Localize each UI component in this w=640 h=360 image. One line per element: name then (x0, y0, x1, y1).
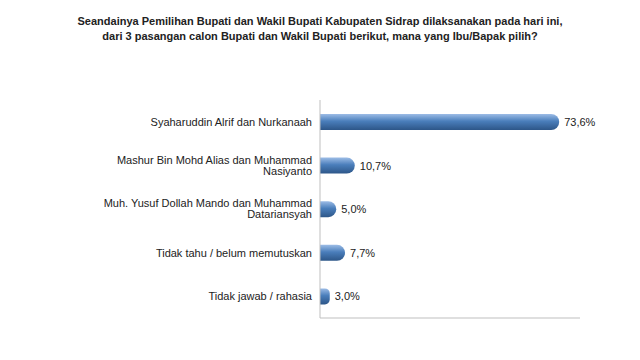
svg-text:5,0%: 5,0% (341, 203, 366, 215)
svg-text:Mashur Bin Mohd Alias dan Muha: Mashur Bin Mohd Alias dan MuhammadNasiya… (117, 154, 312, 177)
svg-text:7,7%: 7,7% (350, 247, 375, 259)
svg-text:Muh. Yusuf Dollah Mando dan Mu: Muh. Yusuf Dollah Mando dan MuhammadData… (104, 197, 312, 220)
svg-text:Tidak jawab / rahasia: Tidak jawab / rahasia (208, 290, 312, 302)
svg-text:3,0%: 3,0% (335, 290, 360, 302)
svg-text:Tidak tahu / belum memutuskan: Tidak tahu / belum memutuskan (156, 247, 312, 259)
svg-text:73,6%: 73,6% (564, 116, 595, 128)
svg-text:10,7%: 10,7% (360, 160, 391, 172)
svg-text:Syaharuddin Alrif dan Nurkanaa: Syaharuddin Alrif dan Nurkanaah (151, 116, 312, 128)
html-text:Seandainya Pemilihan Bupati da: Seandainya Pemilihan Bupati dan Wakil Bu… (77, 15, 563, 42)
